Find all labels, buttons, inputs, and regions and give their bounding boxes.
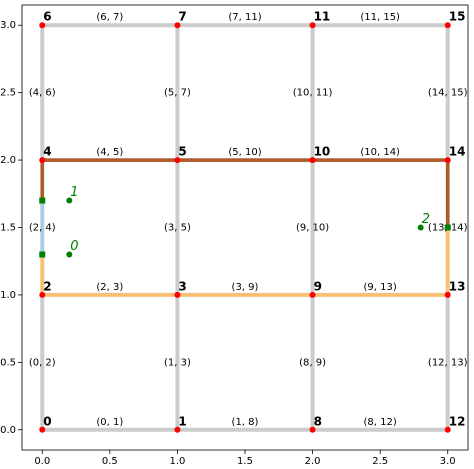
- node-label: 11: [314, 10, 331, 24]
- node: [39, 291, 46, 298]
- node-label: 13: [449, 279, 466, 293]
- edge-label: (9, 10): [296, 223, 329, 234]
- node: [444, 291, 451, 298]
- y-tick-label: 0.5: [0, 357, 16, 368]
- node-label: 15: [449, 10, 466, 24]
- node: [39, 157, 46, 164]
- point-label: 0: [70, 239, 78, 254]
- edge-label: (0, 2): [29, 357, 56, 368]
- node-label: 2: [43, 279, 51, 293]
- edge-label: (9, 13): [364, 282, 397, 293]
- y-tick-label: 1.0: [0, 290, 16, 301]
- edge-label: (3, 9): [232, 282, 259, 293]
- node: [444, 426, 451, 433]
- edge-label: (4, 6): [29, 88, 56, 99]
- path: [40, 227, 450, 297]
- node: [444, 157, 451, 164]
- edge-label: (12, 13): [428, 357, 468, 368]
- node-label: 8: [314, 414, 322, 428]
- node-label: 9: [314, 279, 322, 293]
- x-tick-label: 1.0: [169, 456, 185, 467]
- path: [40, 158, 450, 228]
- node: [174, 157, 181, 164]
- square-marker: [39, 251, 46, 258]
- node-label: 1: [178, 414, 186, 428]
- node: [39, 426, 46, 433]
- node: [39, 22, 46, 29]
- node: [309, 157, 316, 164]
- edge-label: (1, 8): [232, 417, 259, 428]
- node-label: 6: [43, 10, 51, 24]
- node: [309, 291, 316, 298]
- point: [66, 251, 73, 258]
- y-tick-label: 2.5: [0, 88, 16, 99]
- square-marker: [444, 224, 451, 231]
- y-tick-label: 3.0: [0, 20, 16, 31]
- node-label: 0: [43, 414, 51, 428]
- x-tick-label: 1.5: [237, 456, 253, 467]
- node-label: 12: [449, 414, 466, 428]
- edge-label: (10, 11): [293, 88, 333, 99]
- node-label: 10: [314, 145, 331, 159]
- edge-label: (7, 11): [228, 12, 261, 23]
- edge-label: (14, 15): [428, 88, 468, 99]
- node: [444, 22, 451, 29]
- point: [66, 197, 73, 204]
- edge-label: (10, 14): [360, 147, 400, 158]
- edge-label: (5, 10): [228, 147, 261, 158]
- point-label: 2: [422, 212, 430, 227]
- edge-label: (0, 1): [96, 417, 123, 428]
- x-tick-label: 3.0: [440, 456, 456, 467]
- point-label: 1: [70, 185, 78, 200]
- square-marker: [39, 197, 46, 204]
- node-label: 7: [178, 10, 186, 24]
- plot-frame: [21, 4, 469, 451]
- node: [309, 22, 316, 29]
- edge-label: (5, 7): [164, 88, 191, 99]
- x-tick-label: 2.5: [372, 456, 388, 467]
- point: [417, 224, 424, 231]
- x-tick-label: 0.5: [102, 456, 118, 467]
- node: [309, 426, 316, 433]
- x-tick-label: 0.0: [34, 456, 50, 467]
- node-label: 3: [178, 279, 186, 293]
- node-label: 5: [178, 145, 186, 159]
- edge-label: (8, 12): [364, 417, 397, 428]
- edge-label: (1, 3): [164, 357, 191, 368]
- node: [174, 22, 181, 29]
- y-tick-label: 1.5: [0, 223, 16, 234]
- node-label: 4: [43, 145, 51, 159]
- edge-label: (4, 5): [96, 147, 123, 158]
- node-label: 14: [449, 145, 466, 159]
- x-tick-label: 2.0: [305, 456, 321, 467]
- y-tick-label: 0.0: [0, 425, 16, 436]
- edge-label: (2, 4): [29, 223, 56, 234]
- edge-label: (2, 3): [96, 282, 123, 293]
- edge-label: (11, 15): [360, 12, 400, 23]
- y-tick-label: 2.0: [0, 155, 16, 166]
- node: [174, 426, 181, 433]
- node: [174, 291, 181, 298]
- edge-label: (8, 9): [299, 357, 326, 368]
- edge-label: (3, 5): [164, 223, 191, 234]
- edge-label: (6, 7): [96, 12, 123, 23]
